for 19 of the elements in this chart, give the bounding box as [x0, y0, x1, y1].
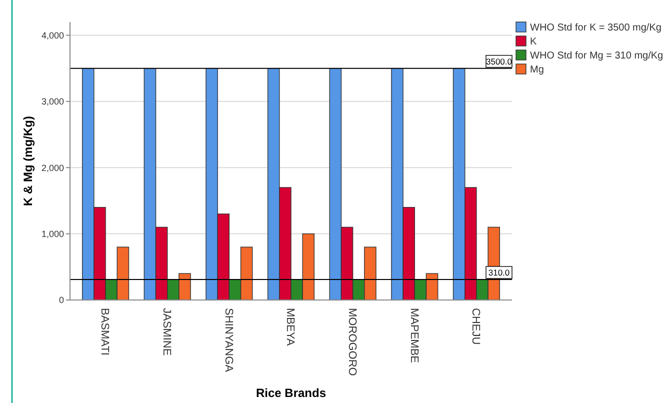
y-tick-label: 2,000: [41, 162, 64, 173]
x-axis-title: Rice Brands: [256, 386, 326, 400]
ref-line-label: 310.0: [488, 267, 510, 278]
y-tick-label: 3,000: [41, 96, 64, 107]
x-tick-label: CHEJU: [470, 308, 482, 345]
legend-label: WHO Std for K = 3500 mg/Kg: [530, 22, 662, 34]
x-tick-label: JASMINE: [160, 308, 173, 356]
x-tick-label: BASMATI: [98, 308, 111, 356]
y-tick-label: 1,000: [41, 228, 64, 239]
legend-label: Mg: [530, 64, 544, 76]
y-tick-label: 4,000: [41, 30, 64, 40]
y-tick-label: 0: [58, 295, 64, 306]
legend-label: K: [530, 36, 537, 48]
x-tick-label: MOROGORO: [346, 308, 358, 376]
legend-label: WHO Std for Mg = 310 mg/Kg: [530, 50, 664, 62]
x-tick-label: MAPEMBE: [408, 308, 420, 364]
x-tick-label: SHINYANGA: [222, 308, 234, 373]
x-tick-label: MBEYA: [284, 308, 296, 346]
y-axis-title: K & Mg (mg/Kg): [21, 116, 35, 206]
